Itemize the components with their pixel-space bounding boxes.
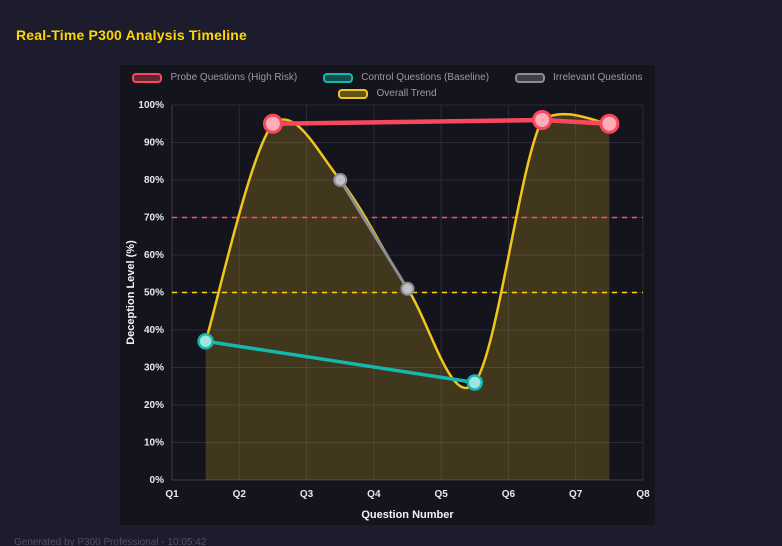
probe-line (270, 117, 612, 126)
irrelevant-point[interactable] (333, 173, 348, 187)
x-tick-label: Q4 (367, 489, 381, 500)
y-tick-label: 100% (138, 100, 164, 111)
legend-row-1: Probe Questions (High Risk) Control Ques… (132, 72, 643, 83)
timeline-chart[interactable]: Q1 Q2 Q3 Q4 Q5 Q6 Q7 Q8 0% 10% 20% 30% 40% 50% 60% 70% 8… (120, 65, 655, 525)
probe-point[interactable] (532, 110, 553, 130)
control-point[interactable] (466, 374, 484, 391)
trend-swatch-icon (338, 88, 369, 99)
footer-note: Generated by P300 Professional - 10:05:4… (14, 537, 207, 546)
y-axis-title: Deception Level (%) (125, 240, 137, 345)
x-axis-title: Question Number (361, 509, 454, 521)
legend-item-irrelevant[interactable]: Irrelevant Questions (515, 72, 643, 83)
probe-swatch-icon (132, 72, 163, 83)
x-tick-label: Q5 (434, 489, 448, 500)
probe-point[interactable] (262, 113, 283, 134)
irrelevant-point[interactable] (400, 281, 415, 296)
page-title: Real-Time P300 Analysis Timeline (16, 27, 248, 43)
legend-item-probe[interactable]: Probe Questions (High Risk) (132, 72, 297, 83)
y-tick-label: 60% (144, 250, 164, 261)
irrelevant-line (338, 178, 409, 291)
legend-label-irrelevant: Irrelevant Questions (553, 72, 643, 83)
y-tick-label: 90% (144, 138, 164, 149)
y-tick-label: 70% (144, 213, 164, 224)
x-tick-label: Q7 (569, 489, 583, 500)
control-point[interactable] (197, 333, 214, 350)
x-tick-label: Q1 (165, 489, 179, 500)
chart-legend: Probe Questions (High Risk) Control Ques… (120, 72, 655, 99)
legend-label-trend: Overall Trend (376, 88, 437, 99)
x-tick-label: Q3 (300, 489, 314, 500)
irrelevant-swatch-icon (515, 72, 546, 83)
y-tick-label: 0% (150, 475, 165, 486)
x-tick-label: Q6 (502, 489, 516, 500)
probe-point[interactable] (599, 113, 620, 134)
x-tick-label: Q8 (636, 489, 650, 500)
legend-label-probe: Probe Questions (High Risk) (170, 72, 298, 83)
y-tick-label: 20% (144, 400, 164, 411)
x-tick-label: Q2 (233, 489, 247, 500)
legend-item-control[interactable]: Control Questions (Baseline) (323, 72, 489, 83)
y-tick-label: 30% (144, 363, 164, 374)
legend-item-trend[interactable]: Overall Trend (338, 88, 437, 99)
trend-area (205, 114, 610, 480)
legend-row-2: Overall Trend (338, 88, 437, 99)
control-line (203, 339, 477, 385)
y-tick-label: 80% (144, 175, 164, 186)
legend-label-control: Control Questions (Baseline) (361, 72, 490, 83)
chart-panel: Q1 Q2 Q3 Q4 Q5 Q6 Q7 Q8 0% 10% 20% 30% 40% 50% 60% 70% 8… (120, 65, 655, 525)
y-tick-label: 10% (144, 438, 164, 449)
y-tick-label: 40% (144, 325, 164, 336)
y-tick-label: 50% (144, 288, 164, 299)
control-swatch-icon (323, 72, 354, 83)
